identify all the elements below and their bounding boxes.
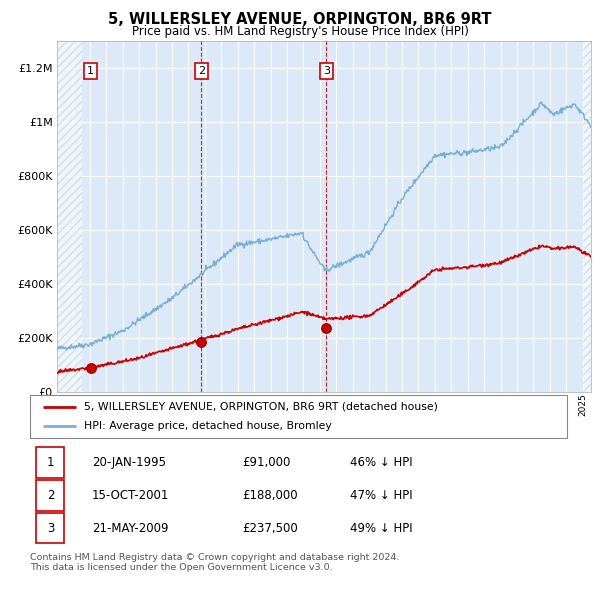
Text: 21-MAY-2009: 21-MAY-2009 [92, 522, 168, 535]
FancyBboxPatch shape [30, 395, 567, 438]
FancyBboxPatch shape [37, 513, 64, 543]
Text: 46% ↓ HPI: 46% ↓ HPI [350, 456, 412, 469]
Bar [583, 41, 591, 392]
Text: £188,000: £188,000 [242, 489, 298, 502]
Text: 5, WILLERSLEY AVENUE, ORPINGTON, BR6 9RT: 5, WILLERSLEY AVENUE, ORPINGTON, BR6 9RT [108, 12, 492, 27]
Text: 2: 2 [47, 489, 54, 502]
Text: 15-OCT-2001: 15-OCT-2001 [92, 489, 169, 502]
Text: £237,500: £237,500 [242, 522, 298, 535]
Text: 20-JAN-1995: 20-JAN-1995 [92, 456, 166, 469]
Text: £91,000: £91,000 [242, 456, 290, 469]
FancyBboxPatch shape [37, 447, 64, 478]
Text: 1: 1 [87, 66, 94, 76]
Text: 49% ↓ HPI: 49% ↓ HPI [350, 522, 412, 535]
Text: 3: 3 [323, 66, 330, 76]
FancyBboxPatch shape [37, 480, 64, 510]
Text: Contains HM Land Registry data © Crown copyright and database right 2024.
This d: Contains HM Land Registry data © Crown c… [30, 553, 400, 572]
Text: Price paid vs. HM Land Registry's House Price Index (HPI): Price paid vs. HM Land Registry's House … [131, 25, 469, 38]
Text: 47% ↓ HPI: 47% ↓ HPI [350, 489, 412, 502]
Text: HPI: Average price, detached house, Bromley: HPI: Average price, detached house, Brom… [84, 421, 331, 431]
Text: 5, WILLERSLEY AVENUE, ORPINGTON, BR6 9RT (detached house): 5, WILLERSLEY AVENUE, ORPINGTON, BR6 9RT… [84, 402, 437, 412]
Text: 3: 3 [47, 522, 54, 535]
Text: 1: 1 [47, 456, 54, 469]
Bar [57, 41, 82, 392]
Text: 2: 2 [198, 66, 205, 76]
